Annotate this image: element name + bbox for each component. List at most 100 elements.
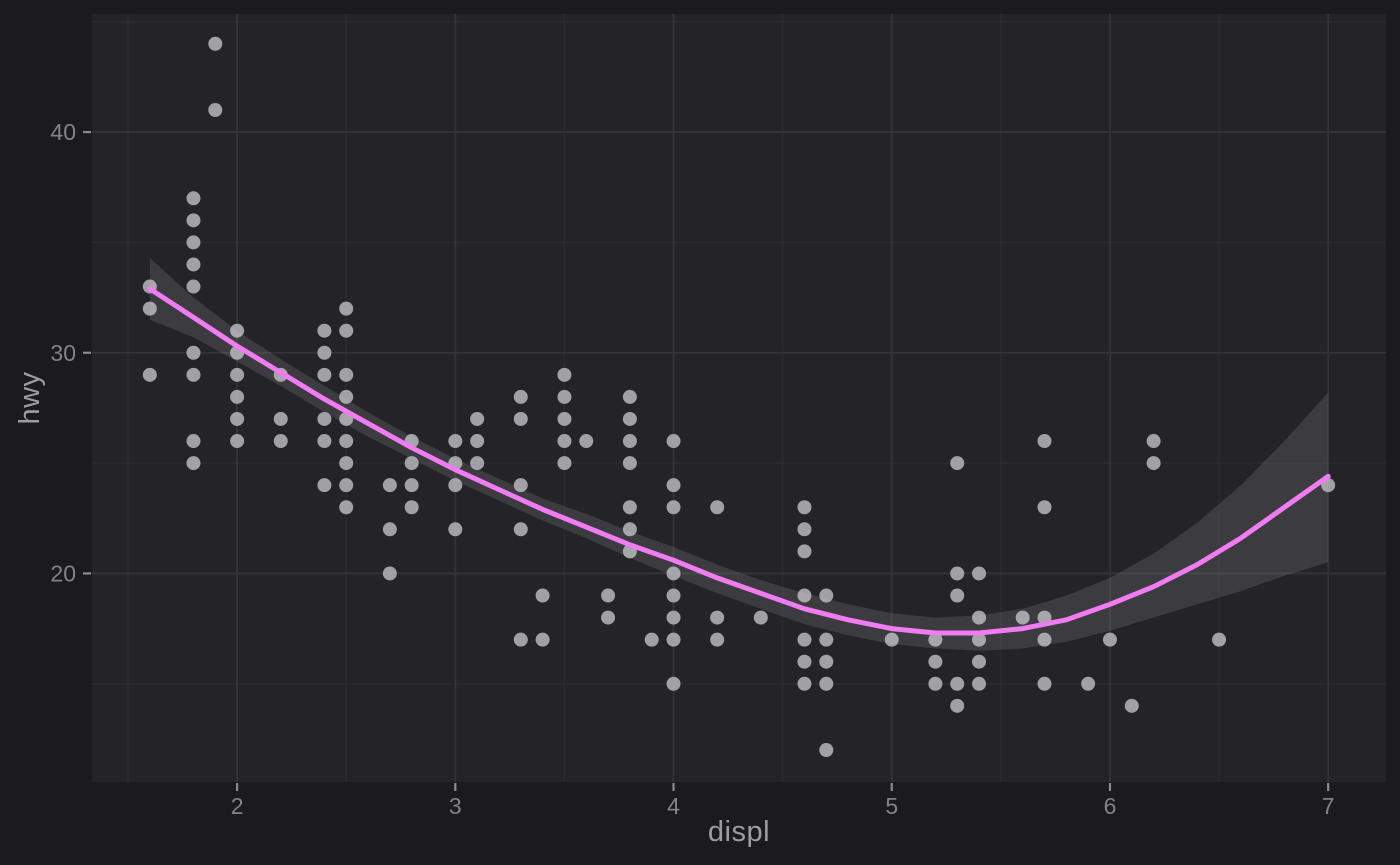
data-point — [317, 367, 332, 382]
data-point — [273, 434, 288, 449]
data-point — [186, 213, 201, 228]
data-point — [622, 522, 637, 537]
data-point — [339, 500, 354, 515]
data-point — [797, 544, 812, 559]
data-point — [186, 434, 201, 449]
data-point — [142, 367, 157, 382]
data-point — [208, 36, 223, 51]
data-point — [230, 389, 245, 404]
x-tick-label: 4 — [667, 793, 680, 819]
x-tick-label: 2 — [231, 793, 244, 819]
data-point — [557, 389, 572, 404]
data-point — [317, 323, 332, 338]
data-point — [950, 456, 965, 471]
x-tick-label: 7 — [1322, 793, 1335, 819]
data-point — [710, 610, 725, 625]
data-point — [1146, 434, 1161, 449]
data-point — [186, 279, 201, 294]
data-point — [622, 500, 637, 515]
data-point — [448, 434, 463, 449]
y-tick-label: 20 — [50, 560, 76, 586]
data-point — [601, 610, 616, 625]
data-point — [339, 478, 354, 493]
data-point — [1015, 610, 1030, 625]
data-point — [1037, 676, 1052, 691]
data-point — [972, 566, 987, 581]
data-point — [339, 434, 354, 449]
data-point — [339, 456, 354, 471]
data-point — [186, 345, 201, 360]
data-point — [339, 323, 354, 338]
data-point — [535, 588, 550, 603]
data-point — [448, 478, 463, 493]
data-point — [448, 522, 463, 537]
data-point — [557, 456, 572, 471]
data-point — [557, 411, 572, 426]
data-point — [710, 632, 725, 647]
data-point — [797, 522, 812, 537]
data-point — [208, 103, 223, 117]
data-point — [382, 478, 397, 493]
data-point — [186, 191, 201, 206]
data-point — [884, 632, 899, 647]
data-point — [753, 610, 768, 625]
data-point — [666, 676, 681, 691]
data-point — [382, 566, 397, 581]
data-point — [1212, 632, 1227, 647]
data-point — [186, 235, 201, 250]
data-point — [230, 411, 245, 426]
data-point — [797, 500, 812, 515]
data-point — [317, 411, 332, 426]
data-point — [382, 522, 397, 537]
data-point — [470, 411, 485, 426]
data-point — [339, 301, 354, 316]
data-point — [557, 434, 572, 449]
data-point — [404, 500, 419, 515]
data-point — [186, 367, 201, 382]
data-point — [622, 434, 637, 449]
data-point — [819, 632, 834, 647]
data-point — [317, 434, 332, 449]
data-point — [513, 411, 528, 426]
y-tick-label: 40 — [50, 119, 76, 145]
data-point — [928, 654, 943, 669]
data-point — [928, 632, 943, 647]
data-point — [972, 676, 987, 691]
data-point — [557, 367, 572, 382]
smooth-line — [147, 286, 1331, 636]
y-tick-label: 30 — [50, 340, 76, 366]
x-tick-label: 3 — [449, 793, 462, 819]
data-point — [1037, 434, 1052, 449]
data-point — [230, 434, 245, 449]
data-point — [1037, 500, 1052, 515]
data-point — [797, 588, 812, 603]
data-point — [470, 434, 485, 449]
data-point — [819, 743, 834, 757]
data-point — [644, 632, 659, 647]
data-point — [513, 522, 528, 537]
data-point — [186, 257, 201, 272]
data-point — [710, 500, 725, 515]
data-point — [1124, 698, 1139, 713]
data-point — [819, 654, 834, 669]
data-point — [404, 456, 419, 471]
data-point — [186, 456, 201, 471]
data-point — [513, 632, 528, 647]
panel-background — [92, 14, 1386, 782]
x-tick-label: 5 — [885, 793, 898, 819]
data-point — [1146, 456, 1161, 471]
data-point — [972, 632, 987, 647]
data-point — [230, 367, 245, 382]
data-point — [339, 389, 354, 404]
data-point — [535, 632, 550, 647]
data-point — [622, 456, 637, 471]
data-point — [513, 478, 528, 493]
data-point — [1037, 632, 1052, 647]
data-point — [666, 500, 681, 515]
data-point — [339, 367, 354, 382]
data-point — [666, 478, 681, 493]
data-point — [972, 610, 987, 625]
data-point — [950, 566, 965, 581]
data-point — [928, 676, 943, 691]
data-point — [1102, 632, 1117, 647]
